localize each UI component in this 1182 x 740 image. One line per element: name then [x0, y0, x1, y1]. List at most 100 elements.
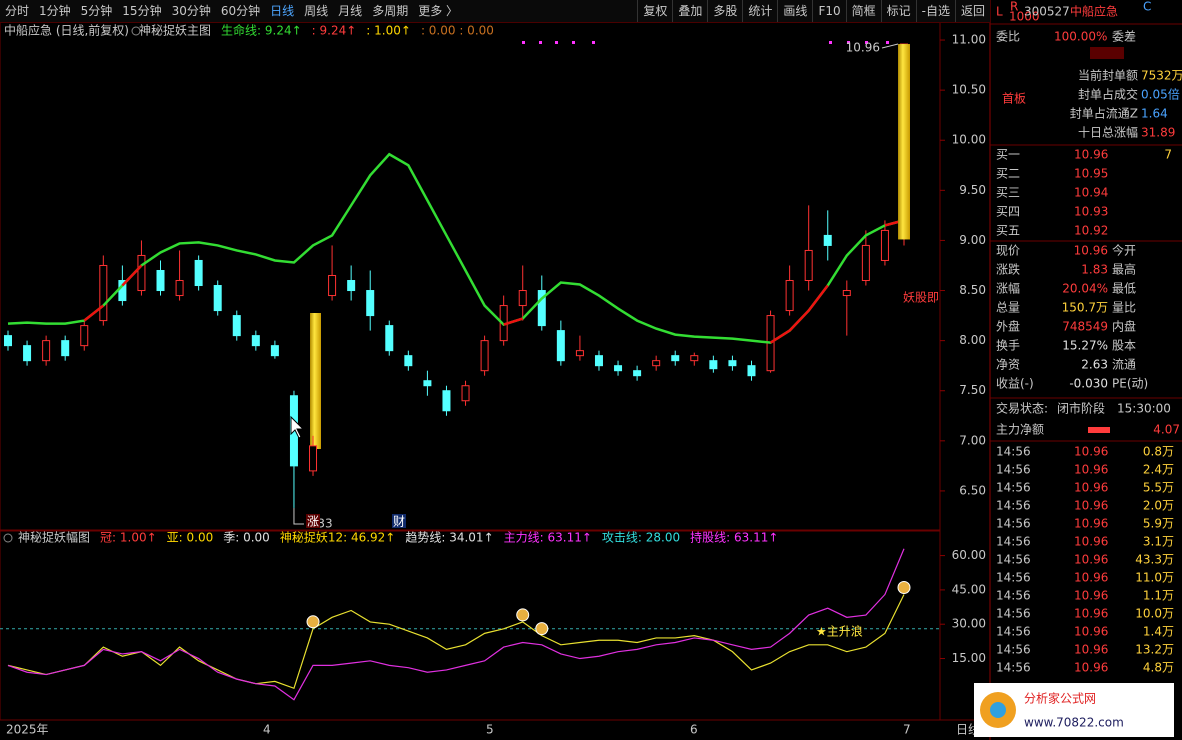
candle-body: [556, 330, 565, 362]
tag-box: [392, 514, 406, 528]
quote-value: 150.7万: [1062, 301, 1108, 315]
trade-volume: 1.1万: [1143, 589, 1174, 603]
bid-label: 买二: [996, 167, 1020, 181]
period-tab[interactable]: 1分钟: [39, 4, 71, 18]
tool-button[interactable]: 多股: [707, 0, 742, 22]
status-label: 交易状态:: [996, 401, 1048, 416]
trade-price: 10.96: [1074, 481, 1108, 495]
quote-value: 1.83: [1081, 263, 1108, 277]
bid-price: 10.96: [1074, 148, 1108, 162]
tool-button[interactable]: 统计: [742, 0, 777, 22]
candle-body: [633, 370, 642, 377]
trade-price: 10.96: [1074, 517, 1108, 531]
quote-label2: 量比: [1112, 301, 1136, 315]
quote-value: -0.030: [1069, 377, 1108, 391]
bid-price: 10.92: [1074, 224, 1108, 238]
period-tab[interactable]: 15分钟: [122, 4, 162, 18]
candle-body: [80, 325, 89, 347]
tool-button[interactable]: 叠加: [672, 0, 707, 22]
candle-body: [328, 275, 337, 297]
period-tab[interactable]: 30分钟: [171, 4, 211, 18]
candle-body: [728, 360, 737, 367]
x-label: 7: [903, 723, 911, 737]
tool-buttons: 复权 叠加 多股 统计 画线 F10 简框 标记 -自选 返回: [637, 0, 990, 22]
period-tab[interactable]: 分时: [5, 4, 30, 18]
candle-body: [518, 290, 527, 307]
y-tick-label: 7.50: [959, 383, 986, 397]
trade-time: 14:56: [996, 589, 1031, 603]
period-tab[interactable]: 多周期: [372, 4, 409, 18]
candle-body: [842, 290, 851, 297]
x-label: 2025年: [6, 723, 49, 737]
candle-body: [385, 325, 394, 352]
candle-body: [652, 360, 661, 367]
candle-body: [480, 340, 489, 372]
flow-label: 主力净额: [996, 423, 1044, 437]
candle-body: [594, 355, 603, 367]
signal-dots: [522, 41, 889, 44]
indicator-header: 冠: 1.00↑: [100, 531, 157, 545]
quote-value: 2.63: [1081, 358, 1108, 372]
ratio-label2: 委差: [1112, 30, 1136, 44]
y-tick-label: 9.00: [959, 233, 986, 247]
tool-button[interactable]: -自选: [915, 0, 955, 22]
trade-price: 10.96: [1074, 589, 1108, 603]
candle-body: [785, 280, 794, 312]
candle-body: [575, 350, 584, 357]
trade-volume: 4.8万: [1143, 661, 1174, 675]
period-tab[interactable]: 更多 〉: [418, 4, 459, 18]
tool-button[interactable]: 画线: [777, 0, 812, 22]
y-tick-label: 6.50: [959, 483, 986, 497]
trade-volume: 10.0万: [1135, 607, 1174, 621]
x-label: 4: [263, 723, 271, 737]
candle-body: [42, 340, 51, 362]
candle-body: [194, 259, 203, 287]
trade-volume: 43.3万: [1135, 553, 1174, 567]
period-tab[interactable]: 月线: [338, 4, 363, 18]
bid-volume: 7: [1164, 148, 1172, 162]
tool-button[interactable]: F10: [812, 0, 845, 22]
period-tab[interactable]: 日线: [270, 4, 295, 18]
indicator-line: [7, 548, 905, 701]
trade-volume: 5.9万: [1143, 517, 1174, 531]
bid-label: 买四: [996, 205, 1020, 219]
quote-label: 现价: [996, 244, 1020, 258]
bid-label: 买五: [996, 224, 1020, 238]
candle-body: [309, 445, 318, 472]
trade-volume: 0.8万: [1143, 445, 1174, 459]
quote-label: 总量: [996, 301, 1020, 315]
watermark-name: 分析家公式网: [1024, 691, 1096, 706]
sub-frame: [0, 530, 941, 721]
tool-button[interactable]: 简框: [845, 0, 881, 22]
candle-body: [137, 254, 146, 292]
bid-price: 10.93: [1074, 205, 1108, 219]
trade-time: 14:56: [996, 445, 1031, 459]
period-tab[interactable]: 5分钟: [80, 4, 113, 18]
candle-body: [232, 315, 241, 337]
expand-btn[interactable]: [1090, 47, 1124, 59]
limit-bar: [898, 44, 910, 240]
candle-body: [804, 249, 813, 282]
trade-time: 14:56: [996, 535, 1031, 549]
indicator-header: : 0.00 : 0.00: [421, 24, 494, 38]
y-tick-label: 11.00: [952, 33, 986, 47]
y-tick-label: 7.00: [959, 433, 986, 447]
candle-body: [366, 290, 375, 317]
tool-button[interactable]: 复权: [637, 0, 672, 22]
trade-time: 14:56: [996, 661, 1031, 675]
tool-button[interactable]: 标记: [880, 0, 916, 22]
watermark-url: www.70822.com: [1024, 716, 1124, 730]
period-tab[interactable]: 周线: [304, 4, 329, 18]
quote-label: 换手: [996, 339, 1020, 353]
tool-button[interactable]: 返回: [954, 0, 990, 22]
period-tab[interactable]: 60分钟: [220, 4, 261, 18]
bid-price: 10.94: [1074, 186, 1108, 200]
trade-price: 10.96: [1074, 571, 1108, 585]
indicator-header: : 9.24↑: [312, 24, 357, 38]
quote-label2: 股本: [1112, 339, 1136, 353]
money-bag: [535, 622, 549, 636]
trade-volume: 5.5万: [1143, 481, 1174, 495]
rank-num: 1000: [1009, 10, 1040, 24]
tag-fin: 财: [393, 515, 405, 529]
